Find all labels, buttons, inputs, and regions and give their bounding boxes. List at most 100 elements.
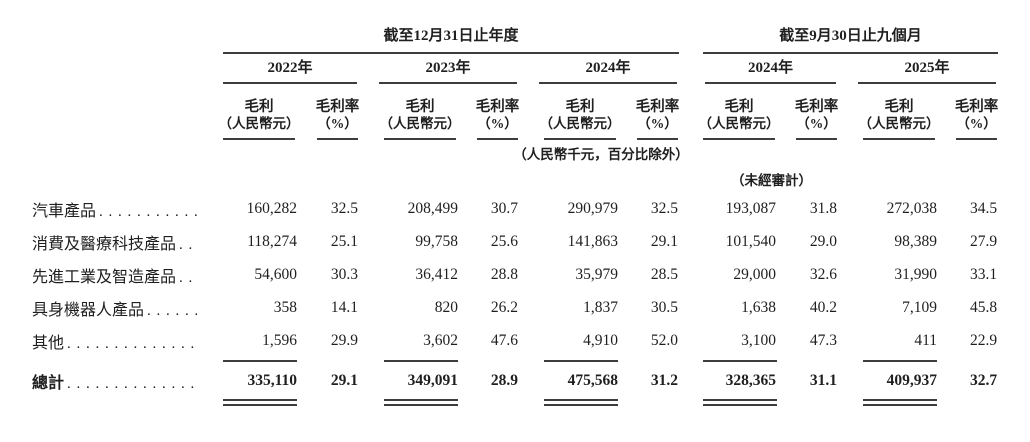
spacer-cell: [681, 8, 703, 54]
cell-margin: 30.3: [330, 265, 358, 283]
row-label-text: 汽車產品: [32, 202, 97, 220]
empty-cell: [0, 84, 205, 140]
cell-gp-total: 475,568: [567, 372, 618, 389]
row-label: 消費及醫療科技產品: [0, 225, 205, 258]
row-label-text: 先進工業及智造產品: [32, 268, 177, 286]
dot-leader: [96, 203, 197, 221]
rule-cell: [521, 357, 621, 365]
group-header-interim: 截至9月30日止九個月: [703, 8, 1000, 54]
dot-leader: [176, 269, 197, 287]
cell-gp: 3,100: [741, 331, 777, 349]
row-label: 總計: [0, 365, 205, 397]
rule-cell: [361, 357, 461, 365]
spacer-cell: [681, 54, 703, 84]
cell-margin-total: 29.1: [330, 372, 358, 389]
table-row-embodied-robot: 具身機器人產品 358 14.1 820 26.2 1,837 30.5 1,6…: [0, 291, 1000, 324]
group-header-annual: 截至12月31日止年度: [205, 8, 681, 54]
col-header-margin: 毛利率 （%）: [461, 84, 521, 140]
cell-margin: 32.6: [809, 265, 838, 283]
rule-cell: [703, 397, 779, 409]
cell-gp: 1,638: [741, 298, 777, 316]
spacer-cell: [681, 258, 703, 291]
cell-gp: 4,910: [583, 331, 618, 349]
cell-gp: 1,596: [262, 331, 297, 349]
cell-margin: 32.5: [330, 199, 358, 217]
subtotal-rule-row: [0, 357, 1000, 365]
cell-margin-total: 31.1: [809, 372, 838, 389]
empty-cell: [0, 357, 205, 365]
margin-unit: （%）: [317, 116, 358, 132]
empty-cell: [940, 357, 1000, 365]
dot-leader: [64, 375, 197, 393]
row-label-text: 具身機器人產品: [32, 301, 145, 319]
year-header-2024-interim: 2024年: [703, 54, 840, 84]
col-header-margin: 毛利率 （%）: [779, 84, 840, 140]
cell-margin: 30.5: [650, 298, 679, 316]
cell-gp: 101,540: [725, 232, 777, 250]
spacer-cell: [681, 192, 703, 225]
empty-cell: [940, 397, 1000, 409]
cell-margin: 14.1: [330, 298, 358, 316]
cell-margin: 29.0: [809, 232, 838, 250]
cell-margin-total: 32.7: [969, 372, 998, 389]
total-top-rule: [703, 360, 778, 362]
cell-gp: 118,274: [247, 232, 297, 250]
empty-cell: [0, 140, 521, 165]
cell-gp: 358: [273, 298, 297, 316]
empty-cell: [621, 397, 681, 409]
cell-gp: 820: [434, 298, 458, 316]
header-row-unaudited-note: （未經審計）: [0, 165, 1000, 192]
rule-cell: [703, 357, 779, 365]
year-header-2025-interim: 2025年: [840, 54, 1000, 84]
cell-gp: 1,837: [583, 298, 618, 316]
row-label-text: 其他: [32, 334, 65, 352]
cell-margin: 28.8: [490, 265, 518, 283]
cell-gp: 272,038: [886, 199, 938, 217]
cell-gp: 54,600: [254, 265, 297, 283]
spacer-cell: [681, 357, 703, 365]
total-bottom-double-rule: [544, 399, 618, 406]
empty-cell: [840, 165, 1000, 192]
rule-cell: [521, 397, 621, 409]
cell-margin: 34.5: [969, 199, 998, 217]
year-header-2024: 2024年: [521, 54, 681, 84]
total-top-rule: [863, 360, 938, 362]
cell-margin: 33.1: [969, 265, 998, 283]
empty-cell: [0, 165, 703, 192]
dot-leader: [176, 236, 197, 254]
cell-gp-total: 349,091: [407, 372, 458, 389]
cell-margin: 31.8: [809, 199, 838, 217]
group-interim-title: 截至9月30日止九個月: [779, 28, 922, 44]
col-header-gross-profit: 毛利 （人民幣元）: [521, 84, 621, 140]
total-bottom-double-rule: [223, 399, 297, 406]
header-row-groups: 截至12月31日止年度 截至9月30日止九個月: [0, 8, 1000, 54]
cell-margin: 32.5: [650, 199, 679, 217]
cell-margin: 26.2: [490, 298, 518, 316]
empty-cell: [779, 397, 840, 409]
total-top-rule: [544, 360, 618, 362]
cell-margin: 45.8: [969, 298, 998, 316]
cell-margin: 40.2: [809, 298, 838, 316]
row-label: 汽車產品: [0, 192, 205, 225]
cell-gp: 141,863: [567, 232, 618, 250]
col-header-margin: 毛利率 （%）: [300, 84, 361, 140]
group-annual-title: 截至12月31日止年度: [383, 28, 519, 44]
cell-margin: 22.9: [969, 331, 998, 349]
spacer-cell: [681, 291, 703, 324]
header-row-subcolumns: 毛利 （人民幣元） 毛利率 （%） 毛利 （人民幣元） 毛利率 （%）: [0, 84, 1000, 140]
total-bottom-double-rule: [703, 399, 778, 406]
cell-gp: 193,087: [725, 199, 777, 217]
cell-margin: 30.7: [490, 199, 518, 217]
total-top-rule: [223, 360, 297, 362]
cell-gp: 208,499: [407, 199, 458, 217]
cell-margin: 29.1: [650, 232, 679, 250]
col-header-gross-profit: 毛利 （人民幣元）: [205, 84, 300, 140]
col-header-gross-profit: 毛利 （人民幣元）: [699, 84, 780, 140]
cell-margin: 25.1: [330, 232, 358, 250]
empty-cell: [779, 357, 840, 365]
row-label: 具身機器人產品: [0, 291, 205, 324]
table-row-automotive: 汽車產品 160,282 32.5 208,499 30.7 290,979 3…: [0, 192, 1000, 225]
cell-gp-total: 328,365: [725, 372, 777, 389]
cell-margin: 47.3: [809, 331, 838, 349]
cell-gp: 290,979: [567, 199, 618, 217]
